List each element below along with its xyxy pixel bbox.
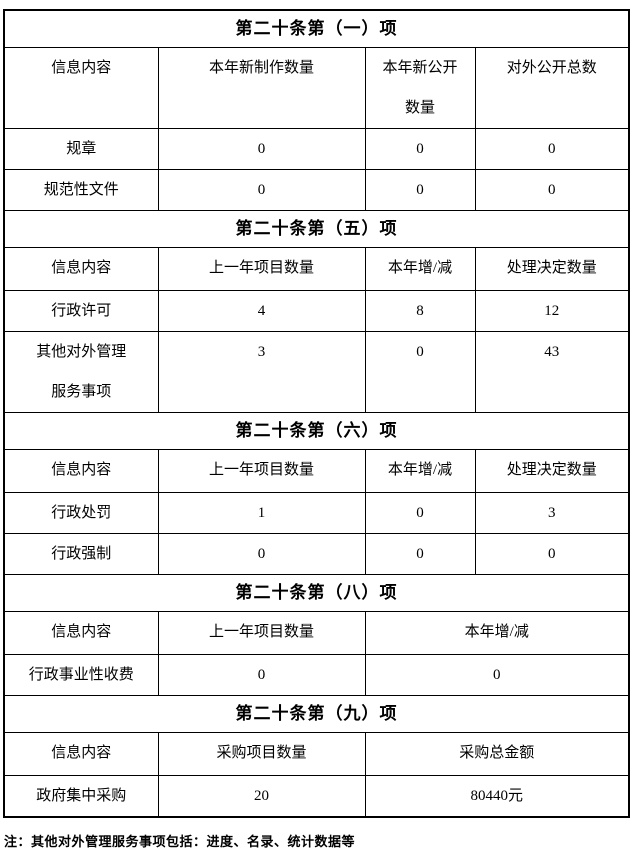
data-cell: 20: [157, 775, 366, 818]
data-cell: 0: [474, 169, 630, 211]
table-row: 其他对外管理 服务事项 3 0 43: [3, 331, 630, 413]
data-cell: 3: [157, 331, 366, 413]
header-cell: 信息内容: [3, 47, 159, 129]
data-cell: 0: [364, 331, 476, 413]
data-cell: 0: [364, 169, 476, 211]
row-label: 行政处罚: [3, 492, 159, 534]
header-cell: 信息内容: [3, 732, 159, 776]
header-cell: 上一年项目数量: [157, 247, 366, 291]
header-cell: 本年增/减: [364, 449, 476, 493]
section-title-item6: 第二十条第（六）项: [3, 412, 630, 450]
table-row: 行政处罚 1 0 3: [3, 492, 630, 534]
header-cell: 本年增/减: [364, 611, 630, 655]
header-cell: 信息内容: [3, 611, 159, 655]
header-cell: 上一年项目数量: [157, 611, 366, 655]
table-row: 政府集中采购 20 80440元: [3, 775, 630, 818]
data-cell: 8: [364, 290, 476, 332]
table-row: 规章 0 0 0: [3, 128, 630, 170]
row-label: 行政许可: [3, 290, 159, 332]
data-cell: 0: [364, 128, 476, 170]
table-row: 行政强制 0 0 0: [3, 533, 630, 575]
header-cell: 本年新制作数量: [157, 47, 366, 129]
header-cell: 本年新公开 数量: [364, 47, 476, 129]
row-label: 行政事业性收费: [3, 654, 159, 696]
table-row: 行政许可 4 8 12: [3, 290, 630, 332]
data-cell: 80440元: [364, 775, 630, 818]
data-cell: 0: [157, 533, 366, 575]
data-cell: 0: [157, 169, 366, 211]
row-label: 政府集中采购: [3, 775, 159, 818]
section-title-item9: 第二十条第（九）项: [3, 695, 630, 733]
data-cell: 0: [474, 128, 630, 170]
info-disclosure-table: 第二十条第（一）项 信息内容 本年新制作数量 本年新公开 数量 对外公开总数 规…: [3, 9, 630, 818]
header-cell: 信息内容: [3, 247, 159, 291]
data-cell: 0: [157, 654, 366, 696]
data-cell: 0: [474, 533, 630, 575]
header-cell: 处理决定数量: [474, 449, 630, 493]
data-cell: 12: [474, 290, 630, 332]
row-label: 规章: [3, 128, 159, 170]
header-cell: 上一年项目数量: [157, 449, 366, 493]
data-cell: 1: [157, 492, 366, 534]
row-label: 行政强制: [3, 533, 159, 575]
header-cell: 本年增/减: [364, 247, 476, 291]
row-label: 规范性文件: [3, 169, 159, 211]
section-title-item8: 第二十条第（八）项: [3, 574, 630, 612]
header-cell: 采购总金额: [364, 732, 630, 776]
header-cell: 对外公开总数: [474, 47, 630, 129]
table-row: 行政事业性收费 0 0: [3, 654, 630, 696]
section-title-item1: 第二十条第（一）项: [3, 9, 630, 48]
header-cell: 信息内容: [3, 449, 159, 493]
data-cell: 3: [474, 492, 630, 534]
data-cell: 0: [364, 533, 476, 575]
data-cell: 43: [474, 331, 630, 413]
data-cell: 0: [364, 492, 476, 534]
table-row: 规范性文件 0 0 0: [3, 169, 630, 211]
header-cell: 采购项目数量: [157, 732, 366, 776]
footnote: 注：其他对外管理服务事项包括：进度、名录、统计数据等: [4, 834, 356, 849]
data-cell: 0: [364, 654, 630, 696]
section-title-item5: 第二十条第（五）项: [3, 210, 630, 248]
data-cell: 0: [157, 128, 366, 170]
data-cell: 4: [157, 290, 366, 332]
header-cell: 处理决定数量: [474, 247, 630, 291]
row-label: 其他对外管理 服务事项: [3, 331, 159, 413]
